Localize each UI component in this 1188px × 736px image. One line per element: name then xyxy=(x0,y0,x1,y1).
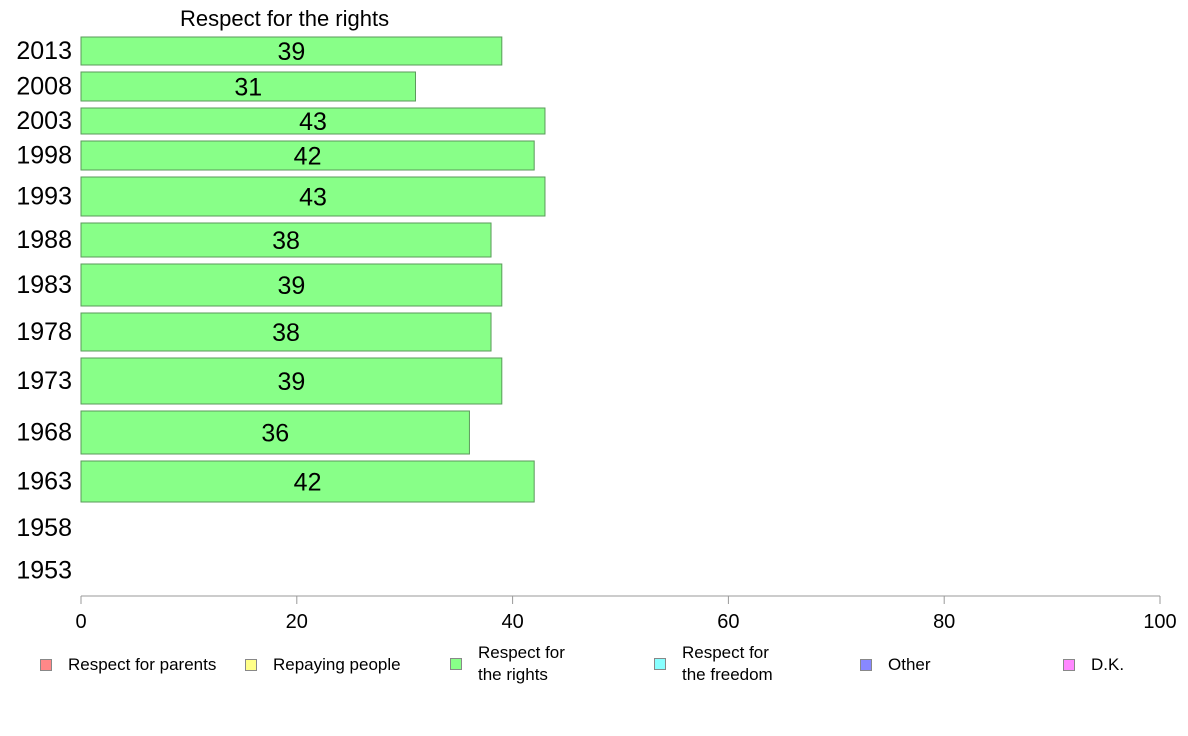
legend-item: Respect for parents xyxy=(40,654,216,676)
x-tick-label: 0 xyxy=(75,611,86,633)
bar-chart: 2013 39 2008 31 2003 43 1998 42 1993 43 1988 38 1983… xyxy=(16,36,1177,633)
legend-item: D.K. xyxy=(1063,654,1124,676)
chart-title: Respect for the rights xyxy=(180,6,390,31)
data-label: 39 xyxy=(277,38,305,66)
data-label: 42 xyxy=(294,469,322,497)
legend-label: Repaying people xyxy=(273,655,401,674)
legend-swatch xyxy=(450,658,462,670)
bar xyxy=(80,222,492,258)
legend-label: D.K. xyxy=(1091,655,1125,674)
bar xyxy=(80,71,416,102)
legend-swatch xyxy=(654,658,666,670)
category-label: 1968 xyxy=(16,419,72,447)
data-label: 36 xyxy=(261,420,289,448)
category-label: 1958 xyxy=(16,514,72,542)
legend-swatch xyxy=(1063,659,1075,671)
bar xyxy=(80,460,535,503)
bar xyxy=(80,410,470,455)
bar xyxy=(80,357,503,405)
category-label: 2013 xyxy=(16,37,72,65)
category-label: 1953 xyxy=(16,557,72,585)
x-tick-label: 60 xyxy=(717,611,739,633)
legend-label: Respect for parents xyxy=(68,655,217,674)
legend-swatch xyxy=(40,659,52,671)
data-label: 42 xyxy=(294,143,322,171)
legend-swatch xyxy=(860,659,872,671)
legend: Respect for parents Repaying people Respec… xyxy=(0,640,1188,700)
x-tick-label: 80 xyxy=(933,611,955,633)
category-label: 1983 xyxy=(16,271,72,299)
bar xyxy=(80,176,546,217)
bar xyxy=(80,312,492,352)
x-tick-label: 100 xyxy=(1143,611,1176,633)
category-label: 1998 xyxy=(16,142,72,170)
data-label: 39 xyxy=(277,368,305,396)
legend-item: Repaying people xyxy=(245,654,401,676)
data-label: 38 xyxy=(272,319,300,347)
category-label: 1978 xyxy=(16,318,72,346)
legend-item: Other xyxy=(860,654,931,676)
data-label: 43 xyxy=(299,108,327,136)
legend-label: Other xyxy=(888,655,931,674)
legend-item: Respect for the rights xyxy=(450,642,565,686)
x-tick-label: 40 xyxy=(501,611,523,633)
data-label: 38 xyxy=(272,227,300,255)
legend-swatch xyxy=(245,659,257,671)
category-label: 1973 xyxy=(16,367,72,395)
data-label: 43 xyxy=(299,184,327,212)
bar xyxy=(80,36,503,66)
legend-item: Respect for the freedom xyxy=(654,642,773,686)
bar xyxy=(80,263,503,307)
legend-label: Respect for the rights xyxy=(478,643,565,684)
data-label: 31 xyxy=(234,74,262,102)
category-label: 1988 xyxy=(16,226,72,254)
category-label: 2003 xyxy=(16,107,72,135)
category-label: 1993 xyxy=(16,183,72,211)
category-label: 2008 xyxy=(16,73,72,101)
data-label: 39 xyxy=(277,272,305,300)
category-label: 1963 xyxy=(16,468,72,496)
x-tick-label: 20 xyxy=(286,611,308,633)
bar xyxy=(80,107,546,135)
bar xyxy=(80,140,535,171)
legend-label: Respect for the freedom xyxy=(682,643,773,684)
